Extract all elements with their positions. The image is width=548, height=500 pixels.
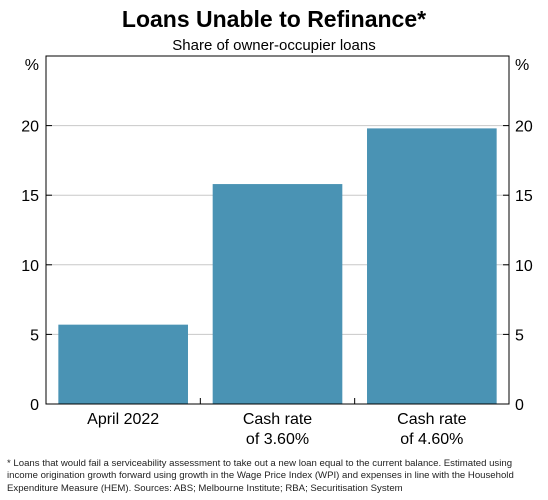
bar — [212, 184, 343, 404]
x-category-label: of 3.60% — [246, 431, 309, 448]
bars — [58, 128, 497, 404]
chart-title: Loans Unable to Refinance* — [121, 6, 427, 32]
bar — [367, 128, 497, 404]
bar — [58, 324, 188, 404]
y-unit-left: % — [25, 57, 39, 74]
plot-frame — [45, 55, 510, 405]
footnote: * Loans that would fail a serviceability… — [7, 458, 514, 494]
y-tick-label-left: 0 — [30, 397, 39, 414]
y-tick-label-right: 0 — [515, 397, 524, 414]
x-category-label: of 4.60% — [400, 431, 463, 448]
chart-subtitle: Share of owner-occupier loans — [172, 37, 376, 54]
y-tick-label-left: 15 — [21, 188, 39, 205]
x-category-label: Cash rate — [243, 411, 312, 428]
axes: 0 0 5 5 10 10 15 15 20 20% % April 2022 Cash rate of … — [21, 57, 533, 448]
y-tick-label-right: 5 — [515, 327, 524, 344]
x-category-label: Cash rate — [397, 411, 466, 428]
y-tick-label-left: 5 — [30, 327, 39, 344]
y-unit-right: % — [515, 57, 529, 74]
x-category-label: April 2022 — [87, 411, 159, 428]
y-tick-label-right: 10 — [515, 258, 533, 275]
y-tick-label-right: 20 — [515, 119, 533, 136]
y-tick-label-left: 20 — [21, 119, 39, 136]
y-tick-label-left: 10 — [21, 258, 39, 275]
y-tick-label-right: 15 — [515, 188, 533, 205]
